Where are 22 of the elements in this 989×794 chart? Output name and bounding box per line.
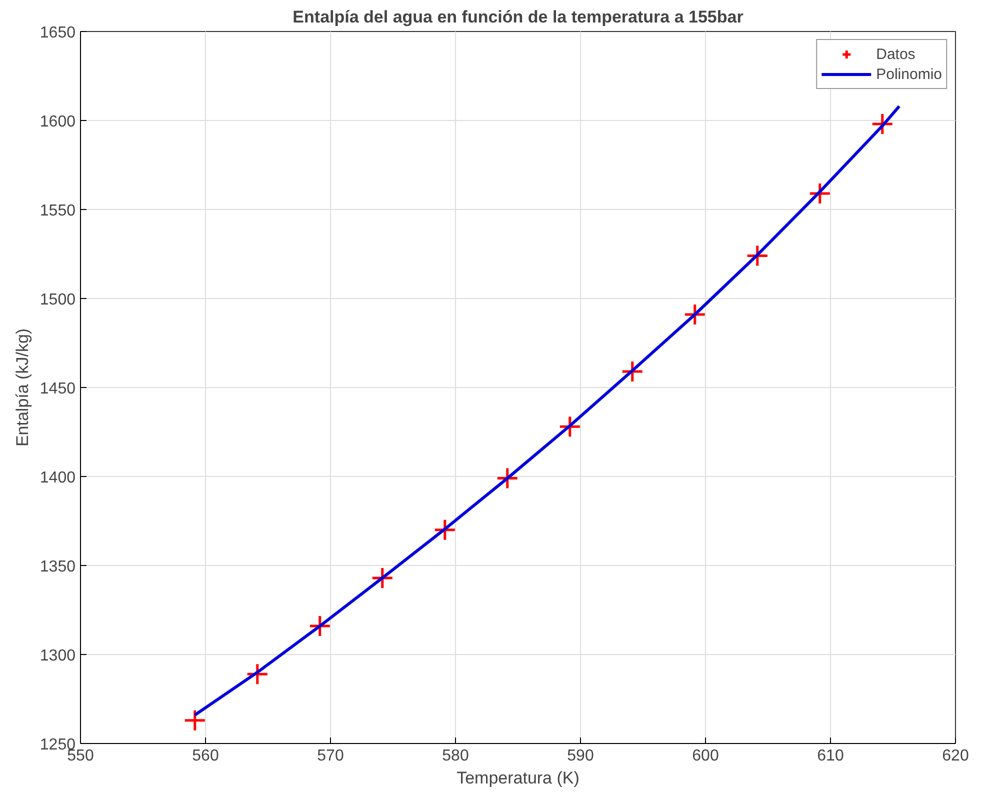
legend-label: Polinomio [876,66,942,82]
y-tick-label: 1650 [40,24,76,42]
line-series [193,104,901,717]
x-tick-label: 570 [317,748,344,764]
x-tick-label: 560 [192,748,219,764]
y-tick-label: 1550 [40,202,76,220]
y-tick-label: 1600 [40,114,76,130]
chart-title: Entalpía del agua en función de la temperatura a 155bar [292,8,744,26]
x-tick-label: 610 [817,748,844,764]
x-axis-title: Temperatura (K) [456,768,580,788]
y-tick-label: 1350 [40,558,76,576]
y-tick-label: 1500 [40,292,76,308]
point [184,709,206,732]
legend-label: Datos [876,46,916,62]
x-tick-label: 600 [692,748,719,764]
y-axis-title: Entalpía (kJ/kg) [12,328,32,447]
x-tick-label: 580 [442,748,469,764]
y-tick-label: 1300 [40,648,76,664]
x-tick-label: 620 [942,748,969,764]
y-tick-label: 1450 [40,380,76,398]
x-tick-label: 590 [567,748,594,764]
y-tick-label: 1400 [40,470,76,486]
